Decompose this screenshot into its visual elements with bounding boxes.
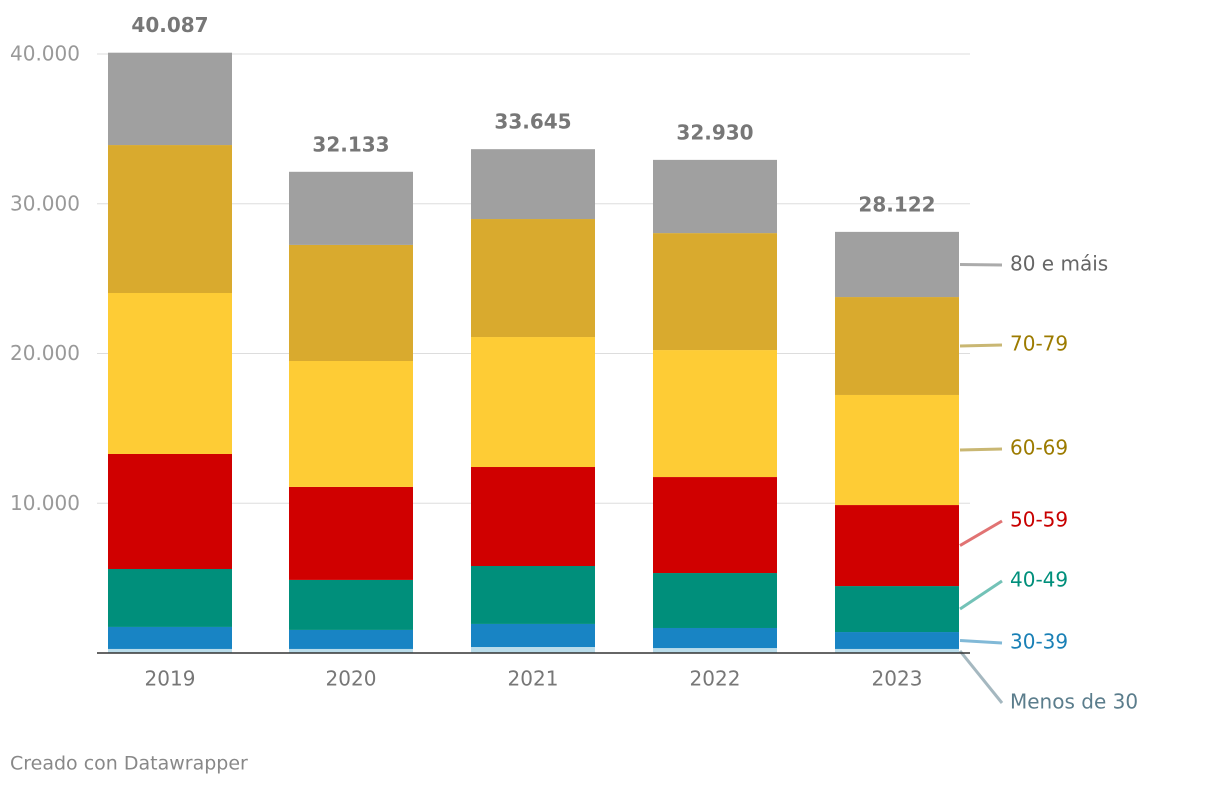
bar-segment [653,350,777,478]
bar-segment [471,219,595,338]
bar-segment [471,623,595,648]
x-tick-label: 2021 [508,667,559,691]
bar-segment [289,171,413,245]
y-tick-label: 20.000 [10,341,80,365]
y-tick-label: 40.000 [10,42,80,66]
total-label: 40.087 [131,13,208,37]
x-tick-label: 2019 [145,667,196,691]
x-tick-label: 2022 [690,667,741,691]
total-label: 28.122 [858,192,935,216]
bar-segment [108,568,232,627]
x-tick-label: 2020 [326,667,377,691]
bar-segment [471,647,595,653]
legend-label: 40-49 [1010,568,1068,592]
legend-label: 60-69 [1010,436,1068,460]
bar-segment [289,244,413,361]
legend-label: 70-79 [1010,332,1068,356]
bar-segment [471,565,595,624]
legend-connector [959,262,1003,267]
total-label: 33.645 [494,110,571,134]
bar-segment [108,52,232,146]
bar-segment [289,648,413,653]
bar-segment [471,149,595,220]
bar-segment [835,231,959,298]
bar-segment [653,627,777,649]
total-label: 32.133 [312,132,389,156]
bar-segment [108,293,232,454]
bar-segment [835,505,959,587]
y-tick-label: 30.000 [10,191,80,215]
legend-connector [959,519,1003,547]
bar-segment [835,648,959,653]
bar-segment [653,233,777,351]
bar-segment [289,629,413,649]
bar-segment [653,159,777,234]
bar-segment [653,477,777,574]
bar-segment [653,573,777,628]
bar-segment [289,360,413,487]
bar-segment [835,297,959,395]
bar-segment [471,337,595,468]
legend-label: 30-39 [1010,630,1068,654]
bar-segment [835,586,959,633]
bar-segment [835,394,959,506]
legend-connector [958,650,1004,704]
bar-segment [108,626,232,649]
bar-segment [471,467,595,566]
y-tick-label: 10.000 [10,491,80,515]
legend-label: Menos de 30 [1010,690,1138,714]
legend-label: 80 e máis [1010,252,1108,276]
bar-segment [835,632,959,649]
legend-connector [959,579,1003,611]
bar-segment [108,145,232,294]
footer: Creado con Datawrapper [10,753,248,775]
bar-segment [289,486,413,580]
legend-label: 50-59 [1010,508,1068,532]
bar-segment [653,648,777,653]
legend-connector [959,447,1003,452]
total-label: 32.930 [676,120,753,144]
x-tick-label: 2023 [872,667,923,691]
bar-segment [289,579,413,630]
bar-segment [108,453,232,569]
legend-connector [959,638,1003,645]
bar-segment [108,648,232,653]
legend-connector [959,343,1003,348]
